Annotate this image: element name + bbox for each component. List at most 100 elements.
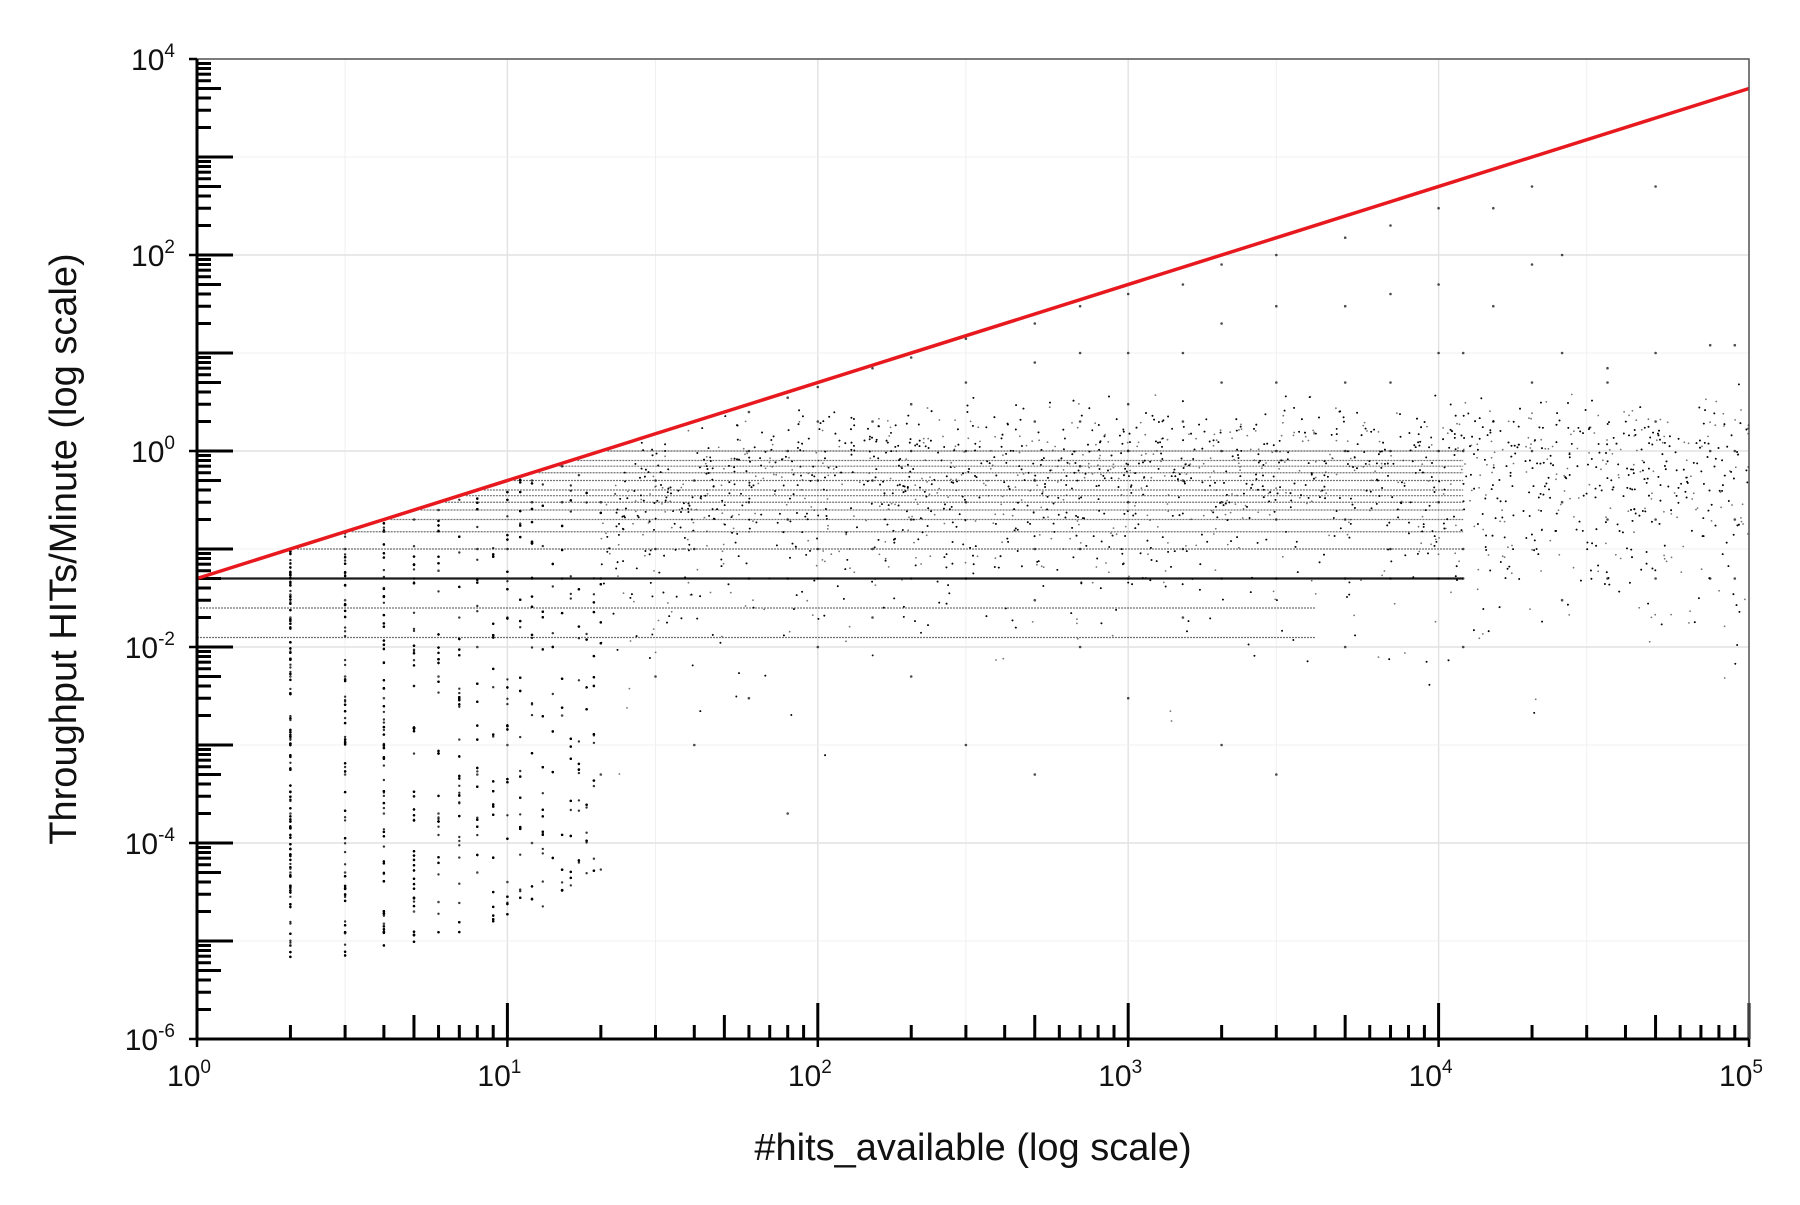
scatter-point (890, 478, 892, 480)
scatter-point (570, 809, 572, 811)
scatter-point (1465, 402, 1467, 404)
scatter-point (746, 453, 748, 455)
scatter-point (910, 403, 913, 406)
scatter-point (1558, 509, 1560, 511)
scatter-point (1144, 434, 1146, 436)
scatter-point (585, 832, 587, 834)
scatter-point (1394, 603, 1396, 605)
scatter-point (1127, 442, 1129, 444)
scatter-point (1535, 698, 1537, 700)
scatter-point (1573, 567, 1575, 569)
scatter-point (1720, 507, 1722, 509)
scatter-point (806, 600, 808, 602)
scatter-point (1438, 537, 1440, 539)
scatter-point (644, 555, 646, 557)
scatter-point (542, 905, 544, 907)
scatter-point (875, 584, 877, 586)
scatter-point (799, 421, 801, 423)
scatter-point (967, 437, 969, 439)
scatter-point (542, 852, 544, 854)
scatter-point (476, 773, 479, 776)
scatter-point (458, 856, 460, 858)
scatter-point (1649, 641, 1651, 643)
scatter-point (1127, 403, 1130, 406)
scatter-point (344, 944, 346, 946)
scatter-point (817, 646, 820, 649)
scatter-point (915, 557, 917, 559)
scatter-point (1502, 449, 1504, 451)
scatter-point (1315, 461, 1317, 463)
scatter-point (707, 493, 709, 495)
scatter-point (1271, 451, 1273, 453)
scatter-point (506, 698, 508, 700)
scatter-point (977, 426, 979, 428)
scatter-point (1389, 224, 1392, 227)
scatter-point (1306, 503, 1308, 505)
scatter-point (1435, 539, 1437, 541)
scatter-point (1705, 398, 1707, 400)
scatter-point (1155, 394, 1157, 396)
scatter-point (1404, 652, 1406, 654)
scatter-point (1215, 569, 1217, 571)
scatter-point (289, 896, 291, 898)
scatter-point (654, 675, 657, 678)
scatter-point (1635, 419, 1637, 421)
scatter-point (1573, 430, 1575, 432)
scatter-point (1378, 656, 1380, 658)
scatter-point (1285, 492, 1287, 494)
scatter-point (915, 499, 917, 501)
scatter-point (914, 484, 916, 486)
scatter-point (606, 504, 608, 506)
scatter-point (1113, 467, 1115, 469)
scatter-point (926, 481, 928, 483)
scatter-point (413, 568, 415, 570)
scatter-point (1079, 420, 1082, 423)
scatter-point (1530, 418, 1532, 420)
scatter-point (995, 659, 997, 661)
scatter-point (383, 828, 385, 830)
scatter-point (1701, 446, 1703, 448)
scatter-point (1034, 599, 1037, 602)
scatter-point (827, 498, 829, 500)
scatter-point (975, 520, 977, 522)
scatter-point (1378, 431, 1380, 433)
scatter-point (1482, 633, 1484, 635)
scatter-point (1348, 521, 1350, 523)
scatter-point (626, 707, 628, 709)
scatter-point (1344, 305, 1347, 308)
scatter-point (1420, 542, 1422, 544)
scatter-point (476, 834, 478, 836)
scatter-point (542, 483, 544, 485)
scatter-point (744, 453, 746, 455)
scatter-point (887, 420, 889, 422)
scatter-point (1220, 381, 1223, 384)
scatter-point (1458, 560, 1460, 562)
scatter-point (1450, 591, 1452, 593)
scatter-point (542, 792, 544, 794)
scatter-point (344, 553, 346, 555)
scatter-point (344, 626, 346, 628)
scatter-point (827, 475, 829, 477)
scatter-point (552, 585, 554, 587)
scatter-point (822, 430, 824, 432)
scatter-point (531, 842, 534, 845)
scatter-point (757, 483, 759, 485)
scatter-point (1421, 463, 1423, 465)
scatter-point (655, 485, 657, 487)
scatter-point (570, 484, 572, 486)
scatter-point (1275, 487, 1277, 489)
scatter-point (1531, 412, 1533, 414)
scatter-point (1094, 422, 1096, 424)
scatter-point (1231, 437, 1233, 439)
scatter-point (542, 545, 544, 547)
scatter-point (1709, 450, 1712, 453)
scatter-point (926, 534, 928, 536)
scatter-point (437, 569, 440, 572)
scatter-point (1034, 361, 1037, 364)
scatter-point (1281, 435, 1283, 437)
scatter-point (561, 714, 564, 717)
scatter-point (458, 616, 460, 618)
scatter-point (965, 381, 968, 384)
scatter-point (786, 396, 789, 399)
scatter-point (1213, 445, 1215, 447)
